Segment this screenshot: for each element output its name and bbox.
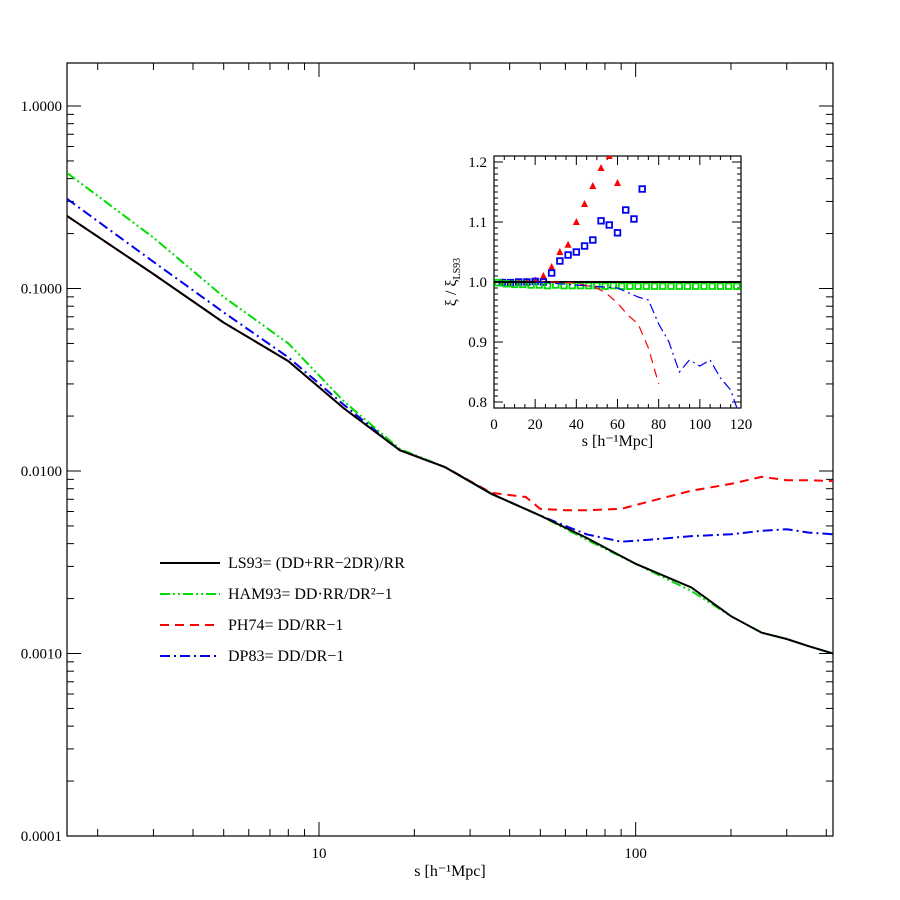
y-tick-label: 0.0100 [21,464,62,480]
inset-y-tick-label: 1.1 [468,215,487,231]
x-tick-label: 100 [624,846,647,862]
inset-point-square [733,282,741,290]
inset-point-square [650,282,659,290]
inset-series-line [535,281,660,385]
series-line [67,172,833,655]
inset-point-triangle [597,164,605,171]
inset-point-square [642,282,651,290]
y-tick-label: 0.0010 [21,647,62,663]
inset-point-square [634,282,642,290]
inset-chart: 0 20 40 60 80 100 120 0.8 0.9 1.0 1.1 1.2 s [h⁻¹Mpc]… [443,155,753,450]
main-series-group [67,172,833,655]
inset-point-triangle [548,263,556,270]
inset-point-square [589,236,597,244]
inset-x-tick-label: 80 [651,417,666,433]
inset-y-axis-subscript: LS93 [452,258,463,280]
y-tick-label: 1.0000 [21,99,62,115]
inset-point-square [659,282,667,290]
inset-point-square [630,215,638,223]
inset-y-axis-title: ξ / ξLS93 [443,258,463,306]
inset-point-square [613,229,622,237]
legend-label: LS93= (DD+RR−2DR)/RR [228,555,405,572]
inset-point-square [617,282,626,290]
inset-x-axis-title: s [h⁻¹Mpc] [582,433,653,450]
inset-point-triangle [589,182,597,189]
inset-point-square [700,282,708,290]
inset-point-square [601,282,609,290]
inset-point-triangle [581,200,589,207]
inset-point-square [556,257,564,265]
x-tick-label: 10 [312,846,327,862]
inset-point-triangle [605,156,613,159]
inset-point-triangle [564,240,572,248]
inset-point-square [626,282,634,290]
inset-y-tick-label: 0.8 [468,395,487,411]
inset-x-tick-label: 60 [610,417,625,433]
series-line [67,215,833,655]
inset-point-square [547,269,556,277]
inset-x-tick-label: 0 [490,417,498,433]
inset-series-group [494,156,741,408]
inset-point-square [564,251,572,259]
inset-point-square [708,282,716,290]
inset-point-square [622,206,630,214]
y-tick-label: 0.1000 [21,282,62,298]
legend-label: DP83= DD/DR−1 [228,648,344,665]
inset-x-tick-label: 120 [730,417,753,433]
inset-point-triangle [614,179,621,186]
inset-point-triangle [539,272,547,279]
inset-point-square [597,217,605,225]
series-line [67,197,833,543]
inset-point-square [638,185,646,193]
inset-point-square [527,281,535,289]
inset-point-square [724,282,733,290]
inset-point-square [667,282,675,290]
inset-point-square [675,282,683,290]
inset-series-line [535,281,738,408]
inset-y-tick-label: 0.9 [468,335,487,351]
inset-x-tick-label: 20 [528,417,543,433]
inset-point-triangle [572,218,580,225]
inset-point-square [716,282,725,290]
inset-x-tick-label: 100 [689,417,712,433]
inset-point-square [692,282,700,290]
inset-x-tick-label: 40 [569,417,584,433]
inset-point-triangle [556,248,564,255]
legend-label: HAM93= DD·RR/DR²−1 [228,586,393,603]
y-tick-label: 0.0001 [21,829,62,845]
inset-point-square [568,281,576,290]
inset-y-tick-label: 1.2 [468,155,487,171]
inset-point-square [580,242,589,250]
inset-point-square [572,248,581,256]
inset-y-tick-label: 1.0 [468,275,487,291]
series-line [67,215,833,512]
main-chart: 10 100 1.0000 0.1000 0.0100 0.0010 0.0001 s [h⁻… [21,62,834,880]
inset-point-square [605,221,613,229]
main-plot-frame [66,62,834,837]
x-axis-title: s [h⁻¹Mpc] [414,863,485,880]
inset-point-square [683,282,692,290]
legend-label: PH74= DD/RR−1 [228,617,343,634]
